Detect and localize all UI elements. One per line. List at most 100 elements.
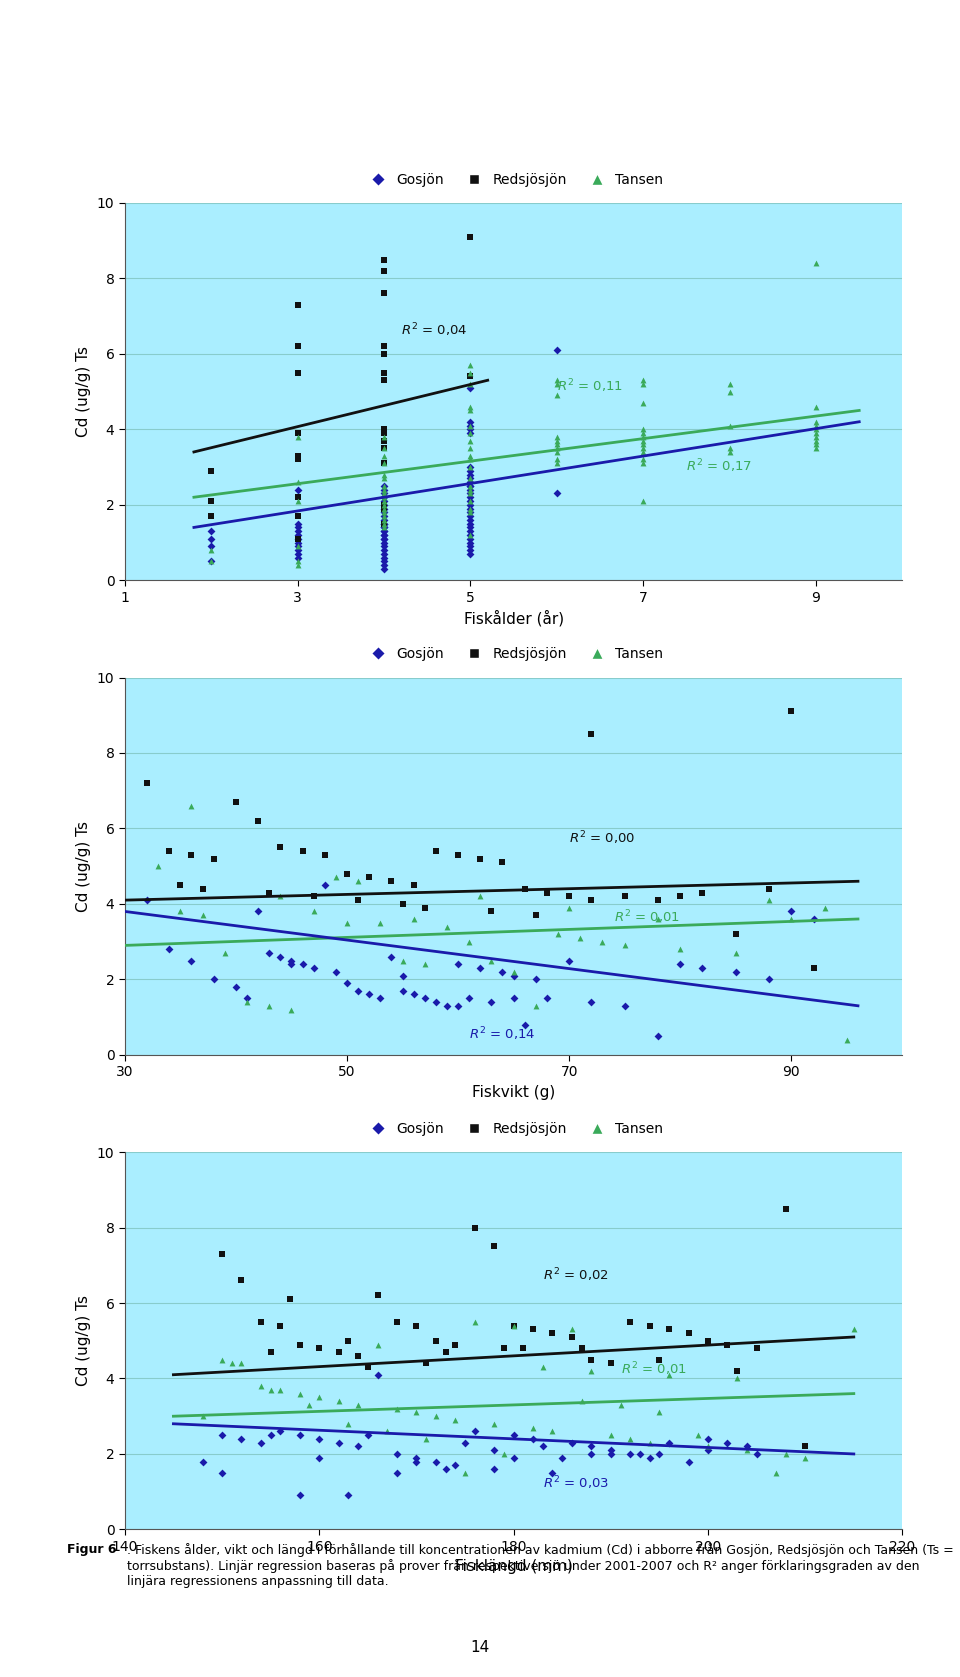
Text: . Fiskens ålder, vikt och längd i förhållande till koncentrationen av kadmium (C: . Fiskens ålder, vikt och längd i förhål… [127,1543,953,1588]
Point [253,1372,269,1399]
Point [487,1456,502,1482]
Point [263,1377,278,1404]
Point [528,902,543,929]
Point [722,434,737,461]
Point [463,533,478,560]
Point [779,1196,794,1223]
Point [463,371,478,397]
Point [253,1308,269,1335]
Point [463,480,478,506]
Point [555,1444,570,1471]
X-axis label: Fiskvikt (g): Fiskvikt (g) [472,1085,555,1100]
Point [376,540,392,567]
Point [463,428,478,454]
Point [204,518,219,545]
Point [376,419,392,446]
Point [350,887,366,914]
Point [406,981,421,1008]
Point [376,515,392,542]
Point [173,899,188,926]
Point [564,1323,580,1350]
Point [506,1311,521,1338]
Point [681,1449,696,1476]
Text: $R^2$ = 0,04: $R^2$ = 0,04 [401,320,468,339]
Point [376,491,392,518]
Point [540,984,555,1011]
Point [572,924,588,951]
Point [370,1332,385,1358]
Point [376,280,392,307]
Point [290,443,305,470]
Point [549,449,564,476]
Point [376,476,392,503]
Point [584,1441,599,1467]
Point [292,1422,307,1449]
Point [584,1432,599,1459]
Point [839,1026,854,1053]
Point [183,842,199,869]
Point [701,1432,716,1459]
Point [409,1399,424,1425]
Point [290,540,305,567]
Point [468,1419,483,1446]
Point [462,929,477,956]
Point [290,543,305,570]
Point [673,882,688,909]
Point [636,416,651,443]
Point [376,525,392,552]
Point [463,518,478,545]
Point [463,413,478,439]
Text: $R^2$ = 0,02: $R^2$ = 0,02 [542,1266,609,1285]
Point [749,1335,764,1362]
Point [376,483,392,510]
Point [496,1335,512,1362]
Point [214,1422,229,1449]
Point [545,1459,561,1486]
Point [516,1335,531,1362]
Point [341,1410,356,1437]
Point [339,909,354,936]
Point [328,959,344,986]
Point [642,1311,658,1338]
Point [798,1432,813,1459]
Point [341,1328,356,1355]
Legend: Gosjön, Redsjösjön, Tansen: Gosjön, Redsjösjön, Tansen [358,168,669,193]
Point [406,872,421,899]
Point [234,1350,250,1377]
Point [808,431,824,458]
Point [728,939,743,966]
Point [295,951,310,978]
Point [195,875,210,902]
Point [290,552,305,579]
Point [372,909,388,936]
Point [253,1429,269,1456]
Point [463,468,478,496]
Point [290,332,305,359]
Point [376,510,392,537]
Point [525,1425,540,1452]
Point [290,525,305,552]
Point [290,446,305,473]
Point [290,533,305,560]
Point [690,1422,706,1449]
Point [379,1419,395,1446]
Point [438,1456,453,1482]
Point [428,1449,444,1476]
Point [798,1444,813,1471]
Point [447,1407,463,1434]
Point [350,1392,366,1419]
Point [695,954,710,981]
Point [395,948,410,974]
Point [783,698,799,724]
Point [636,389,651,416]
Point [376,473,392,500]
Point [463,522,478,548]
Point [761,875,777,902]
Point [306,882,322,909]
Point [494,849,510,875]
Point [214,1347,229,1373]
Point [617,882,633,909]
Point [652,1399,667,1425]
Point [376,247,392,273]
Point [228,973,244,999]
